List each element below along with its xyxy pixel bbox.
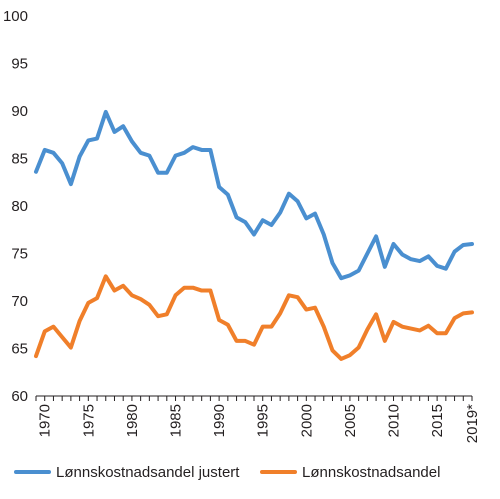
legend-label-2: Lønnskostnadsandel (302, 464, 440, 481)
series-line-2 (34, 274, 474, 361)
x-tick-label: 2005 (342, 404, 359, 437)
x-tick-label: 2019* (464, 404, 481, 443)
x-tick-label: 1985 (168, 404, 185, 437)
x-axis-ticks: 1970 1975 1980 1985 1990 1995 2000 2005 2010 2015… (35, 396, 481, 443)
x-tick-label: 2010 (386, 404, 403, 437)
y-tick-label: 80 (11, 198, 28, 215)
series-layer (34, 109, 474, 361)
x-tick-label: 2000 (298, 404, 315, 437)
y-tick-label: 60 (11, 388, 28, 405)
series-line-1 (34, 109, 474, 281)
x-tick-label: 2015 (429, 404, 446, 437)
y-tick-label: 90 (11, 103, 28, 120)
y-tick-label: 95 (11, 56, 28, 73)
x-tick-label: 1975 (80, 404, 97, 437)
y-tick-label: 75 (11, 246, 28, 263)
y-tick-label: 70 (11, 293, 28, 310)
y-axis-ticks: 60 65 70 75 80 85 90 95 100 (3, 8, 28, 405)
y-tick-label: 100 (3, 8, 28, 25)
y-tick-label: 85 (11, 151, 28, 168)
y-tick-label: 65 (11, 341, 28, 358)
x-tick-label: 1990 (211, 404, 228, 437)
legend: Lønnskostnadsandel justert Lønnskostnadsa… (14, 464, 440, 481)
legend-label-1: Lønnskostnadsandel justert (56, 464, 240, 481)
x-tick-label: 1970 (37, 404, 54, 437)
x-tick-label: 1995 (255, 404, 272, 437)
x-tick-label: 1980 (124, 404, 141, 437)
